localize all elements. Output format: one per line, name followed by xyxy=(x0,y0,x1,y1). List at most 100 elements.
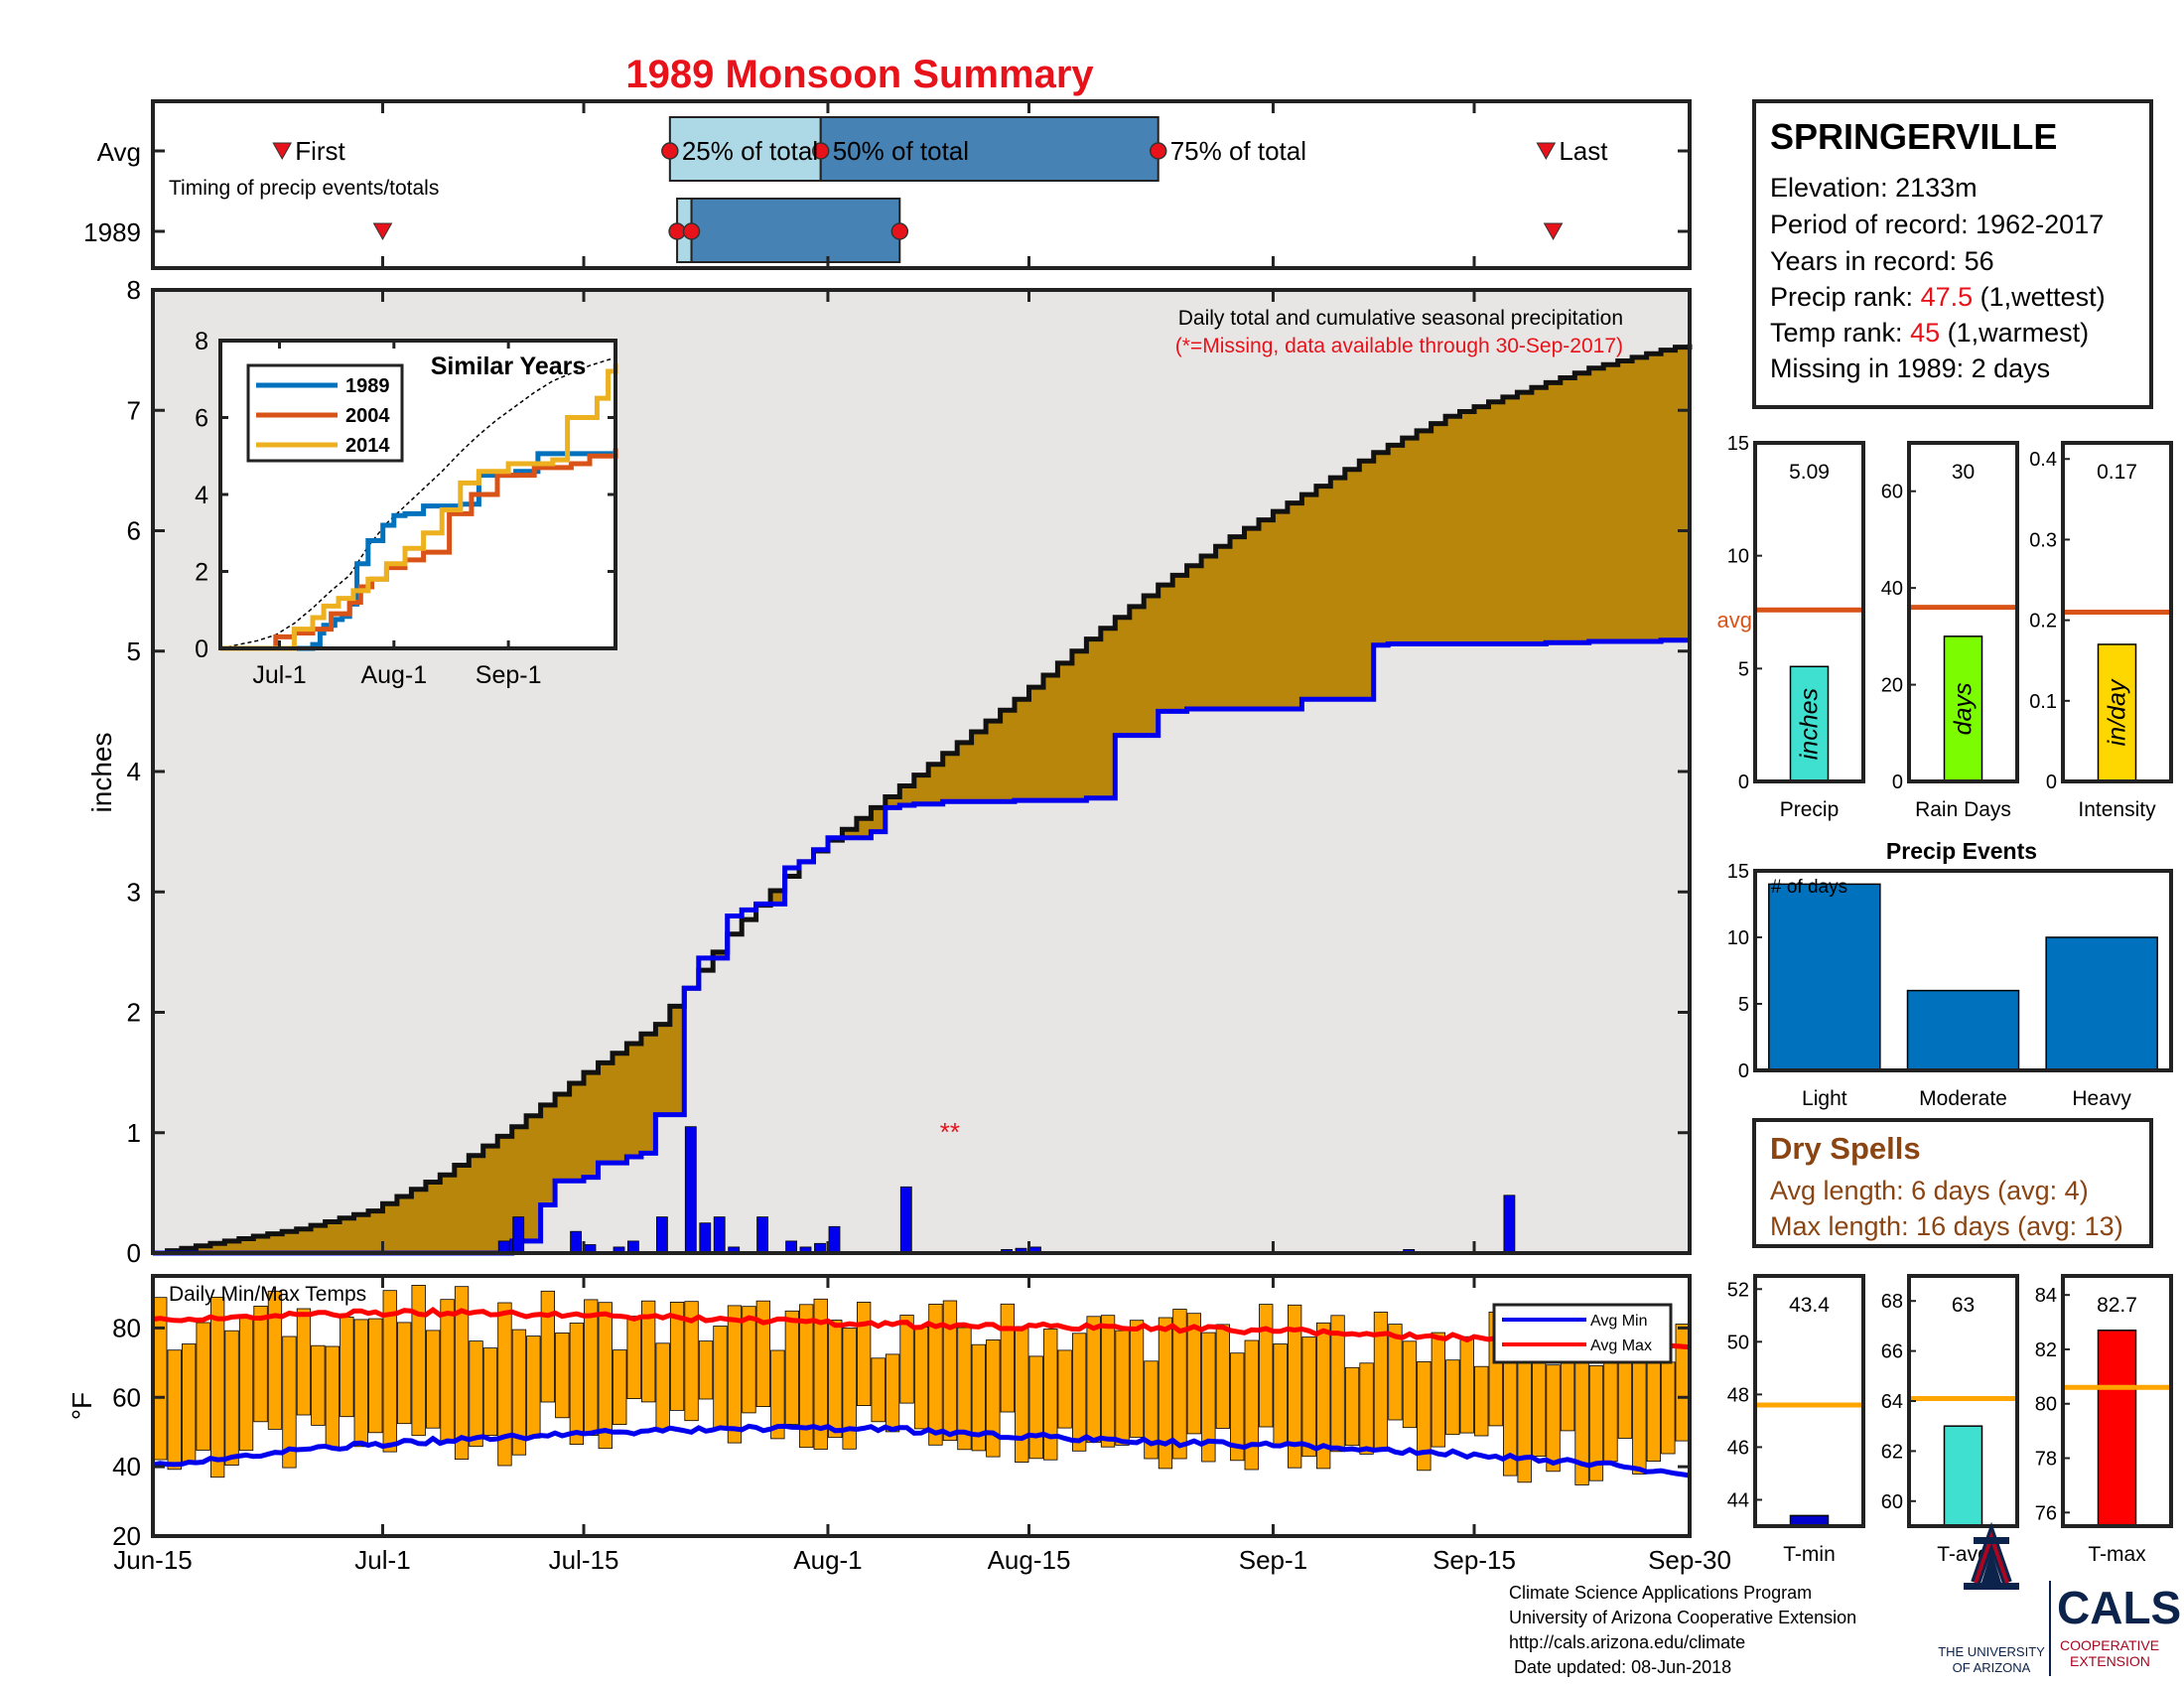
tmax-panel-label: T-max xyxy=(2088,1543,2146,1566)
daily-precip-bar xyxy=(512,1216,525,1254)
inset-xtick-label: Aug-1 xyxy=(360,661,427,689)
daily-temp-bar xyxy=(224,1330,239,1466)
timing-panel: First Last 25% of total 50% of total 75% of … xyxy=(83,99,1692,270)
quantile-marker xyxy=(890,222,909,240)
daily-temp-bar xyxy=(1661,1361,1676,1455)
tmin-panel-frame xyxy=(1753,1274,1865,1528)
rain-days-panel-ytick-label: 40 xyxy=(1881,578,1903,600)
daily-temp-bar xyxy=(382,1290,397,1453)
avg-last-marker xyxy=(1536,142,1557,161)
daily-temp-bar xyxy=(971,1343,986,1452)
timing-avg-label: Avg xyxy=(97,137,141,167)
events-bar-heavy xyxy=(2045,936,2158,1071)
daily-temp-bar xyxy=(396,1322,412,1425)
footer-line-3: http://cals.arizona.edu/climate xyxy=(1509,1632,1745,1652)
rain-days-panel-ytick-label: 60 xyxy=(1881,482,1903,503)
cals-coop-1: COOPERATIVE xyxy=(2060,1637,2159,1653)
xtick-label: Aug-1 xyxy=(793,1545,862,1575)
daily-temp-bar xyxy=(469,1340,483,1448)
daily-temp-bar xyxy=(454,1286,470,1460)
tavg-panel-ytick-label: 68 xyxy=(1881,1291,1903,1313)
daily-temp-bar xyxy=(928,1304,943,1446)
temp-ylabel: °F xyxy=(67,1392,97,1420)
daily-temp-bar xyxy=(598,1302,613,1450)
daily-temp-bar xyxy=(181,1343,197,1464)
daily-temp-bar xyxy=(1675,1324,1690,1442)
precip-panel-ytick-label: 15 xyxy=(1727,433,1749,455)
daily-temp-bar xyxy=(440,1299,455,1443)
station-name: SPRINGERVILLE xyxy=(1770,116,2057,157)
daily-temp-bar xyxy=(1445,1359,1460,1436)
avg-first-marker xyxy=(272,142,293,161)
tmin-panel-ytick-label: 46 xyxy=(1727,1437,1749,1459)
daily-precip-bar xyxy=(756,1216,768,1254)
daily-temp-bar xyxy=(770,1349,785,1440)
precip-panel-frame xyxy=(1753,441,1865,783)
station-period: Period of record: 1962-2017 xyxy=(1770,210,2104,239)
main-ytick-label: 5 xyxy=(127,636,141,666)
tavg-panel-bar xyxy=(1943,1425,1983,1527)
precip-rank-prefix: Precip rank: xyxy=(1770,282,1921,312)
daily-temp-bar xyxy=(871,1357,886,1423)
events-ylabel-note: # of days xyxy=(1771,877,1847,898)
cumulative-1989-area xyxy=(153,639,1690,1253)
station-precip-rank: Precip rank: 47.5 (1,wettest) xyxy=(1770,282,2106,312)
events-category-label: Heavy xyxy=(2072,1087,2131,1110)
daily-temp-bar xyxy=(511,1329,527,1456)
daily-temp-bar xyxy=(353,1319,368,1448)
tavg-panel-value: 63 xyxy=(1952,1294,1975,1317)
tmin-panel-ytick-label: 50 xyxy=(1727,1332,1749,1353)
temp-legend: Avg Min Avg Max xyxy=(1492,1303,1673,1364)
last-label: Last xyxy=(1559,136,1608,166)
daily-precip-bar xyxy=(713,1216,726,1254)
footer-line-4: Date updated: 08-Jun-2018 xyxy=(1509,1657,1731,1677)
cals-logo: CALS COOPERATIVE EXTENSION xyxy=(2057,1582,2181,1669)
daily-temp-bar xyxy=(1230,1352,1245,1462)
daily-temp-bar xyxy=(913,1327,929,1430)
station-missing: Missing in 1989: 2 days xyxy=(1770,353,2050,383)
dry-spells-avg: Avg length: 6 days (avg: 4) xyxy=(1770,1176,2089,1205)
footer-line-2: University of Arizona Cooperative Extens… xyxy=(1509,1608,1856,1627)
xtick-label: Sep-1 xyxy=(1239,1545,1307,1575)
inset-ytick-label: 8 xyxy=(195,328,208,355)
temp-ytick-label: 40 xyxy=(112,1452,141,1481)
dry-spells-max: Max length: 16 days (avg: 13) xyxy=(1770,1211,2123,1241)
daily-temp-bar xyxy=(1000,1303,1015,1413)
ua-line-2: OF ARIZONA xyxy=(1953,1660,2031,1675)
station-elevation: Elevation: 2133m xyxy=(1770,173,1978,203)
inset-ytick-label: 0 xyxy=(195,635,208,663)
inset-legend-label: 2004 xyxy=(345,405,390,427)
intensity-panel-unit: in/day xyxy=(2104,678,2131,746)
main-ytick-label: 3 xyxy=(127,877,141,907)
station-info-panel: SPRINGERVILLE Elevation: 2133m Period of… xyxy=(1752,99,2153,409)
daily-precip-bar xyxy=(699,1222,712,1254)
daily-temp-bar xyxy=(1115,1330,1130,1446)
daily-temp-bar xyxy=(641,1300,656,1403)
missing-marker: ** xyxy=(940,1117,960,1147)
precip-panel-ytick-label: 5 xyxy=(1738,658,1749,680)
precip-rank-value: 47.5 xyxy=(1921,282,1974,312)
intensity-panel-value: 0.17 xyxy=(2097,461,2137,484)
main-ytick-label: 4 xyxy=(127,757,141,786)
main-ytick-label: 0 xyxy=(127,1238,141,1268)
daily-temp-bar xyxy=(1244,1339,1259,1471)
intensity-panel-ytick-label: 0 xyxy=(2046,772,2057,793)
daily-temp-bar xyxy=(311,1344,326,1426)
intensity-panel-ytick-label: 0.4 xyxy=(2029,449,2057,471)
main-ytick-label: 7 xyxy=(127,395,141,425)
daily-temp-bar xyxy=(986,1339,1001,1458)
intensity-panel-bar xyxy=(2097,643,2137,782)
daily-temp-bar xyxy=(482,1347,498,1436)
main-ytick-label: 8 xyxy=(127,275,141,305)
quantile-marker xyxy=(811,142,830,160)
tmax-panel-bar xyxy=(2097,1330,2137,1527)
inset-avg-dashed-line xyxy=(219,356,616,649)
daily-temp-bar xyxy=(1388,1324,1403,1421)
dry-spells-panel: Dry Spells Avg length: 6 days (avg: 4) M… xyxy=(1752,1118,2153,1248)
dry-spells-title: Dry Spells xyxy=(1770,1131,1921,1166)
precip-panel-value: 5.09 xyxy=(1789,461,1830,484)
xtick-label: Jun-15 xyxy=(113,1545,193,1575)
daily-temp-bar xyxy=(209,1297,225,1478)
rain-days-panel-frame xyxy=(1907,441,2019,783)
